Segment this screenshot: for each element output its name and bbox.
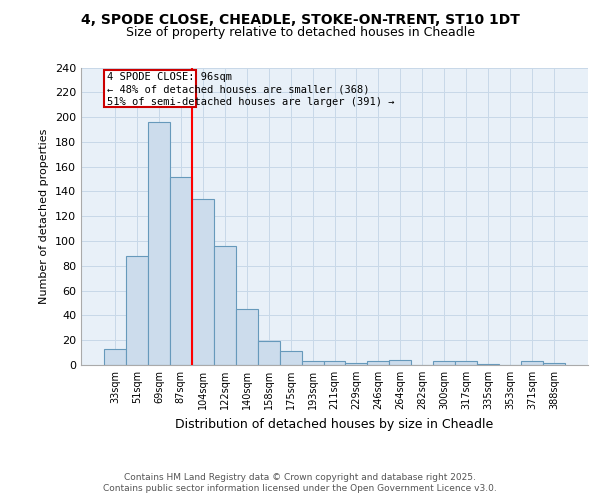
Bar [280,352,302,365]
Bar [323,362,346,365]
Bar [126,256,148,365]
Bar [214,246,236,365]
Bar [455,362,477,365]
Bar [521,362,543,365]
Bar [543,362,565,365]
Bar [302,362,323,365]
Text: Size of property relative to detached houses in Cheadle: Size of property relative to detached ho… [125,26,475,39]
Text: Contains HM Land Registry data © Crown copyright and database right 2025.: Contains HM Land Registry data © Crown c… [124,472,476,482]
Bar [104,70,196,107]
Text: ← 48% of detached houses are smaller (368): ← 48% of detached houses are smaller (36… [107,85,370,95]
Bar [477,364,499,365]
Text: 4, SPODE CLOSE, CHEADLE, STOKE-ON-TRENT, ST10 1DT: 4, SPODE CLOSE, CHEADLE, STOKE-ON-TRENT,… [80,12,520,26]
Bar [346,362,367,365]
Bar [192,199,214,365]
Text: Contains public sector information licensed under the Open Government Licence v3: Contains public sector information licen… [103,484,497,493]
Bar [104,349,126,365]
Bar [389,360,412,365]
Bar [367,362,389,365]
Y-axis label: Number of detached properties: Number of detached properties [40,128,49,304]
Text: 4 SPODE CLOSE: 96sqm: 4 SPODE CLOSE: 96sqm [107,72,232,83]
Bar [236,309,257,365]
Bar [148,122,170,365]
X-axis label: Distribution of detached houses by size in Cheadle: Distribution of detached houses by size … [175,418,494,430]
Bar [433,362,455,365]
Bar [170,176,192,365]
Text: 51% of semi-detached houses are larger (391) →: 51% of semi-detached houses are larger (… [107,97,395,108]
Bar [257,342,280,365]
